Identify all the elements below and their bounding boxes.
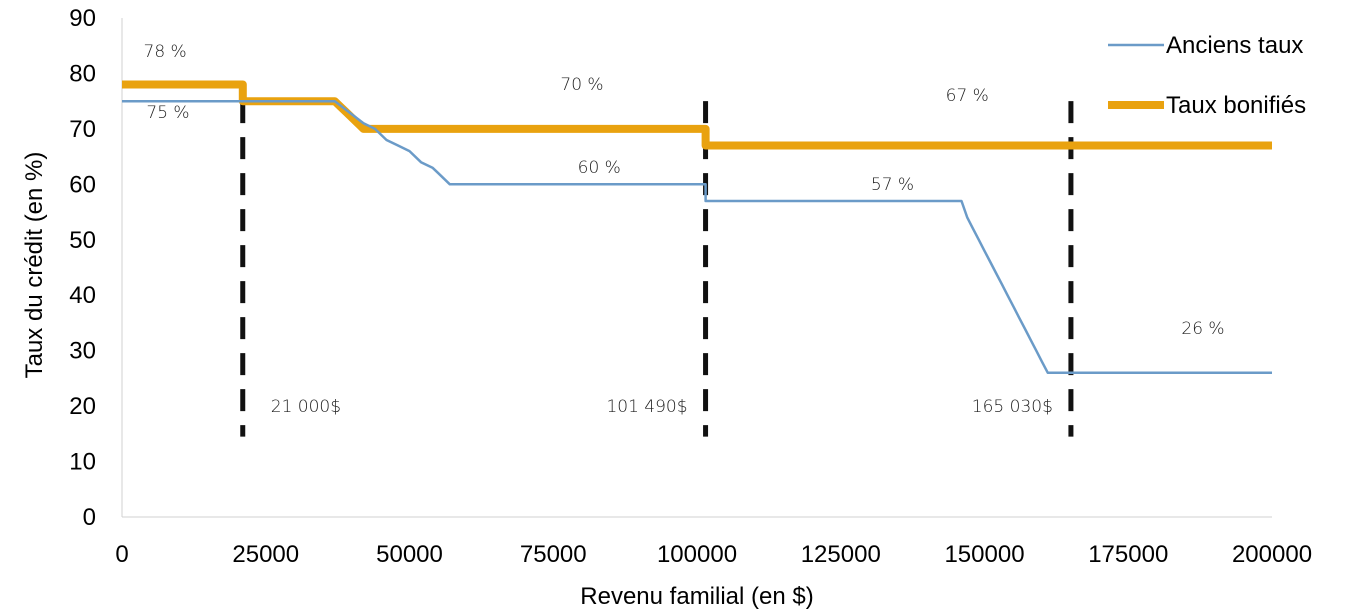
axes: 0 10 20 30 40 50 60 70 80 90 0 25000 50000 75000 10000… bbox=[69, 5, 1312, 568]
x-tick-label: 75000 bbox=[520, 541, 587, 568]
y-tick-label: 70 bbox=[69, 116, 96, 143]
series-line bbox=[122, 80, 1272, 150]
y-tick-label: 20 bbox=[69, 393, 96, 420]
y-tick-label: 30 bbox=[69, 338, 96, 365]
y-tick-label: 50 bbox=[69, 227, 96, 254]
x-tick-label: 0 bbox=[115, 541, 128, 568]
data-label: 70 % bbox=[560, 75, 603, 95]
data-label: 60 % bbox=[578, 158, 621, 178]
vertical-markers: 21 000$ 101 490$ 165 030$ bbox=[240, 101, 1074, 437]
data-label: 67 % bbox=[946, 86, 989, 106]
marker-label: 165 030$ bbox=[972, 397, 1053, 417]
y-tick-label: 0 bbox=[83, 504, 96, 531]
x-tick-label: 25000 bbox=[232, 541, 299, 568]
x-tick-label: 100000 bbox=[657, 541, 737, 568]
legend-label: Anciens taux bbox=[1166, 32, 1303, 59]
y-tick-label: 40 bbox=[69, 282, 96, 309]
y-axis-title: Taux du crédit (en %) bbox=[21, 152, 48, 379]
y-tick-label: 60 bbox=[69, 171, 96, 198]
legend: Anciens taux Taux bonifiés bbox=[1108, 32, 1306, 119]
marker-label: 21 000$ bbox=[271, 397, 341, 417]
x-tick-label: 175000 bbox=[1088, 541, 1168, 568]
marker-label: 101 490$ bbox=[606, 397, 687, 417]
x-tick-label: 150000 bbox=[944, 541, 1024, 568]
x-tick-label: 125000 bbox=[801, 541, 881, 568]
y-tick-label: 80 bbox=[69, 60, 96, 87]
annotations: 78 % 75 % 70 % 60 % 67 % 57 % 26 % bbox=[144, 42, 1225, 339]
y-tick-label: 10 bbox=[69, 449, 96, 476]
data-label: 78 % bbox=[144, 42, 187, 62]
x-tick-label: 50000 bbox=[376, 541, 443, 568]
series-lines bbox=[122, 80, 1272, 375]
series-line bbox=[122, 99, 1272, 375]
x-tick-label: 200000 bbox=[1232, 541, 1312, 568]
data-label: 26 % bbox=[1181, 319, 1224, 339]
data-label: 75 % bbox=[146, 103, 189, 123]
data-label: 57 % bbox=[871, 175, 914, 195]
y-tick-label: 90 bbox=[69, 5, 96, 32]
legend-label: Taux bonifiés bbox=[1166, 92, 1306, 119]
x-axis-title: Revenu familial (en $) bbox=[580, 583, 813, 610]
